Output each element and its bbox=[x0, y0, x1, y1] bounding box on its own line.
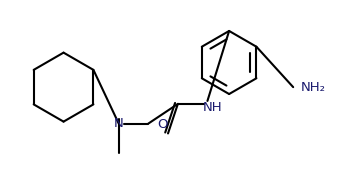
Text: NH: NH bbox=[202, 101, 222, 114]
Text: O: O bbox=[157, 118, 167, 131]
Text: N: N bbox=[114, 117, 124, 130]
Text: NH₂: NH₂ bbox=[300, 81, 325, 94]
